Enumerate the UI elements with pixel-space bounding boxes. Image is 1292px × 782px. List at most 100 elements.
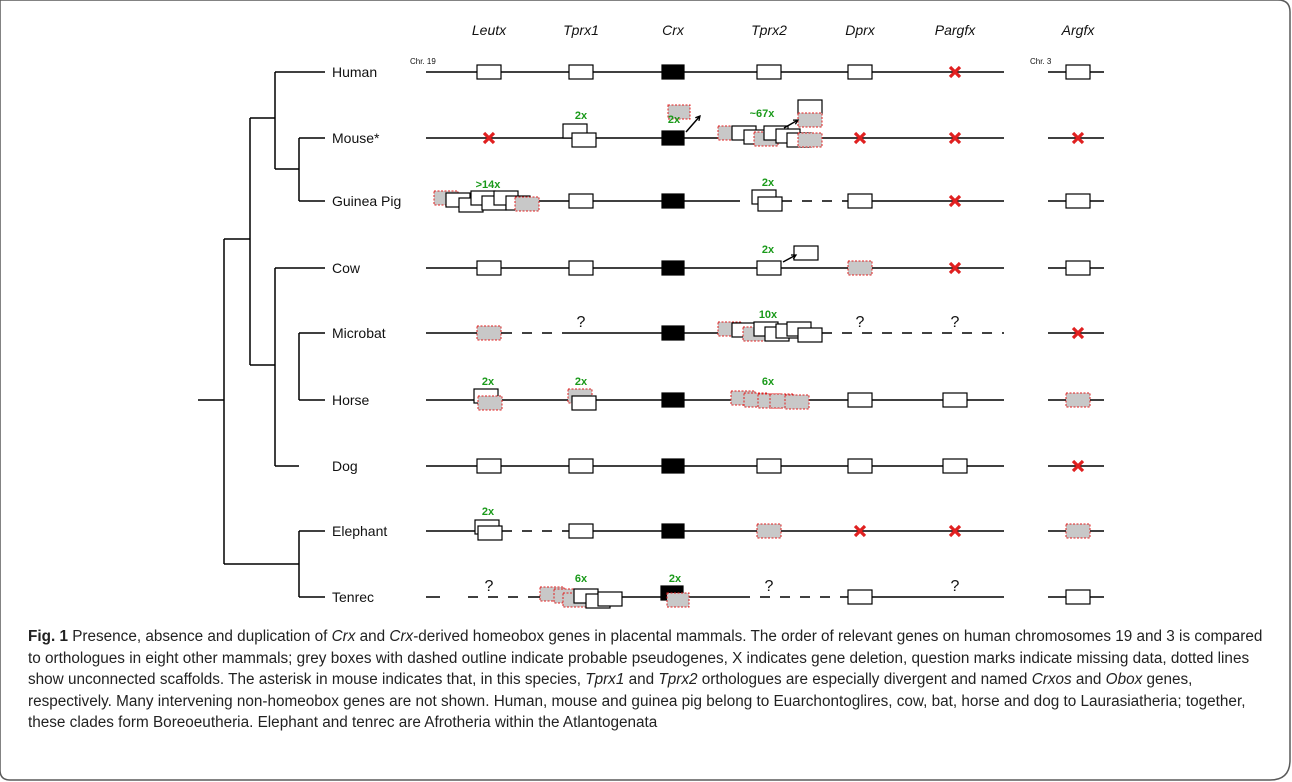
- caption-text-5: orthologues are especially divergent and…: [697, 671, 1032, 689]
- gene-pargfx-missing: ?: [951, 314, 960, 331]
- caption-text-2: and: [355, 628, 390, 645]
- arrow-line: [782, 254, 797, 263]
- gene-header-tprx2: Tprx2: [751, 22, 787, 38]
- gene-dprx-box: [847, 193, 873, 209]
- arrow-head: [695, 114, 701, 122]
- gene-tprx1-box: [568, 523, 594, 539]
- copy-number-label: 2x: [762, 244, 775, 256]
- gene-tprx2-box: [756, 260, 782, 276]
- gene-crx-box: [661, 392, 685, 408]
- gene-tprx2-copy: [793, 245, 819, 261]
- gene-leutx-deletion: [482, 131, 496, 145]
- gene-tprx2-pseudogene: [797, 112, 823, 128]
- gene-crx-box: [661, 458, 685, 474]
- copy-number-label: 6x: [575, 573, 588, 585]
- gene-dprx-deletion: [853, 524, 867, 538]
- gene-dprx-box: [847, 64, 873, 80]
- gene-header-crx: Crx: [662, 22, 685, 38]
- gene-header-tprx1: Tprx1: [563, 22, 599, 38]
- gene-tprx2-copy: [757, 196, 783, 212]
- species-label-human: Human: [332, 64, 377, 80]
- gene-pargfx-box: [942, 458, 968, 474]
- species-label-dog: Dog: [332, 458, 358, 474]
- arrow-head: [790, 254, 798, 260]
- chromosome-label-3: Chr. 3: [1030, 57, 1052, 66]
- gene-argfx-pseudogene: [1065, 392, 1091, 408]
- gene-tprx2-copy: [797, 327, 823, 343]
- gene-tprx1-copy: [571, 395, 597, 411]
- gene-crx-box: [661, 260, 685, 276]
- caption-text-1: Presence, absence and duplication of: [67, 628, 332, 645]
- gene-tprx1-missing: ?: [577, 314, 586, 331]
- gene-argfx-box: [1065, 589, 1091, 605]
- gene-leutx-box: [476, 260, 502, 276]
- gene-header-pargfx: Pargfx: [935, 22, 976, 38]
- species-label-cow: Cow: [332, 260, 361, 276]
- caption-gene-crx-2: Crx: [389, 628, 414, 645]
- gene-argfx-deletion: [1071, 459, 1085, 473]
- copy-number-label: 2x: [762, 177, 775, 189]
- gene-pargfx-deletion: [948, 65, 962, 79]
- caption-gene-tprx2: Tprx2: [658, 671, 698, 689]
- copy-number-label: >14x: [476, 179, 502, 191]
- copy-number-label: 2x: [482, 506, 495, 518]
- chromosome-label-19: Chr. 19: [410, 57, 436, 66]
- gene-leutx-box: [476, 64, 502, 80]
- caption-gene-tprx1: Tprx1: [585, 671, 625, 689]
- gene-argfx-deletion: [1071, 131, 1085, 145]
- copy-number-label: 2x: [668, 114, 681, 126]
- gene-argfx-box: [1065, 64, 1091, 80]
- gene-leutx-box: [476, 458, 502, 474]
- gene-tprx2-missing: ?: [765, 578, 774, 595]
- gene-dprx-box: [847, 589, 873, 605]
- gene-dprx-box: [847, 392, 873, 408]
- caption-gene-crx: Crx: [331, 628, 356, 645]
- gene-crx-pseudogene: [666, 592, 690, 608]
- species-label-mouse: Mouse*: [332, 130, 380, 146]
- gene-dprx-missing: ?: [856, 314, 865, 331]
- gene-pargfx-deletion: [948, 524, 962, 538]
- copy-number-label: 6x: [762, 376, 775, 388]
- caption-text-4: and: [624, 671, 659, 689]
- gene-header-leutx: Leutx: [472, 22, 507, 38]
- caption-label: Fig. 1: [28, 628, 68, 645]
- gene-crx-box: [661, 64, 685, 80]
- copy-number-label: 2x: [482, 376, 495, 388]
- gene-header-argfx: Argfx: [1061, 22, 1096, 38]
- gene-leutx-pseudogene: [476, 325, 502, 341]
- species-label-microbat: Microbat: [332, 325, 386, 341]
- gene-crx-box: [661, 130, 685, 146]
- gene-dprx-box: [847, 458, 873, 474]
- gene-pargfx-deletion: [948, 131, 962, 145]
- gene-header-dprx: Dprx: [845, 22, 876, 38]
- copy-number-label: 2x: [669, 573, 682, 585]
- gene-tprx1-box: [568, 64, 594, 80]
- gene-tprx2-copy: [797, 99, 823, 115]
- copy-number-label: 10x: [759, 309, 778, 321]
- gene-tprx1-box: [568, 193, 594, 209]
- arrow-head: [792, 119, 800, 125]
- gene-dprx-deletion: [853, 131, 867, 145]
- figure-caption: Fig. 1 Presence, absence and duplication…: [28, 626, 1278, 734]
- gene-dprx-pseudogene: [847, 260, 873, 276]
- gene-argfx-box: [1065, 260, 1091, 276]
- gene-tprx1-box: [568, 260, 594, 276]
- gene-figure: Leutx Tprx1 Crx Tprx2 Dprx Pargfx Argfx Human Mo…: [198, 22, 1104, 609]
- gene-crx-box: [661, 325, 685, 341]
- species-label-horse: Horse: [332, 392, 370, 408]
- gene-tprx1-copy: [571, 132, 597, 148]
- arrow-line: [685, 115, 701, 133]
- gene-crx-box: [661, 523, 685, 539]
- gene-pargfx-box: [942, 392, 968, 408]
- gene-pargfx-deletion: [948, 261, 962, 275]
- species-label-elephant: Elephant: [332, 523, 387, 539]
- caption-text-7: genes, respectively. Many intervening no…: [28, 671, 1246, 732]
- gene-pargfx-deletion: [948, 194, 962, 208]
- caption-text-3: -derived homeobox genes in placental mam…: [28, 628, 1263, 689]
- gene-tprx2-pseudogene: [756, 523, 782, 539]
- gene-argfx-pseudogene: [1065, 523, 1091, 539]
- gene-tprx1-copy: [597, 591, 623, 607]
- caption-gene-obox: Obox: [1105, 671, 1143, 689]
- species-label-guineapig: Guinea Pig: [332, 193, 401, 209]
